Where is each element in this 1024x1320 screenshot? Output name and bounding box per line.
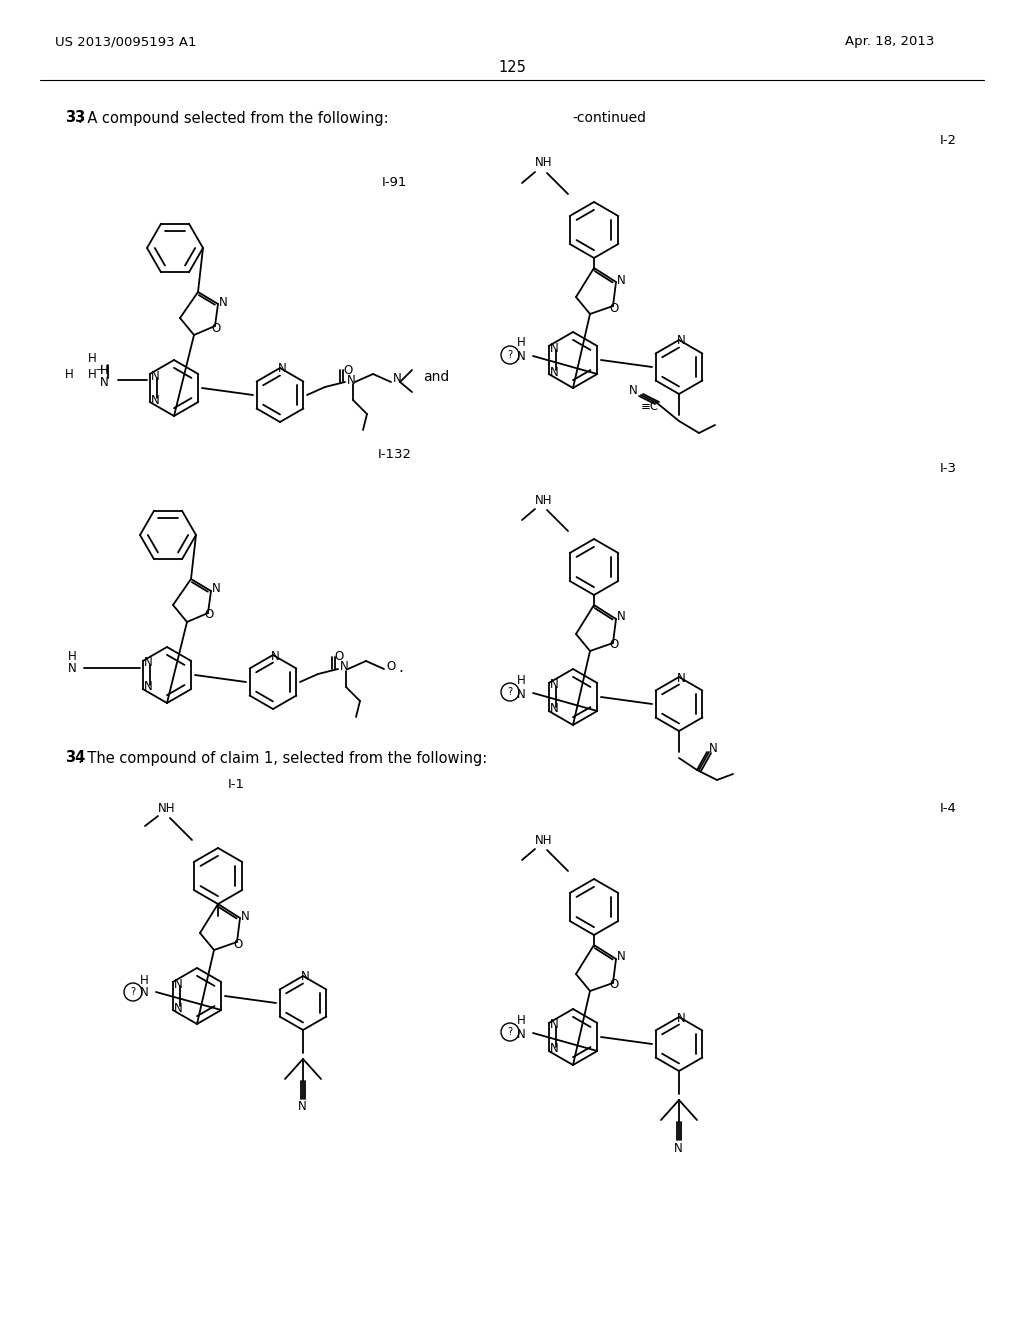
Text: N: N — [174, 1002, 182, 1015]
Text: N: N — [271, 649, 280, 663]
Text: I-2: I-2 — [940, 133, 957, 147]
Text: N: N — [140, 986, 148, 999]
Text: O: O — [609, 301, 618, 314]
Text: N: N — [174, 978, 182, 990]
Text: N: N — [151, 370, 160, 383]
Text: N: N — [278, 363, 287, 375]
Text: N: N — [219, 296, 227, 309]
Text: H: H — [517, 337, 525, 350]
Text: H: H — [88, 368, 96, 381]
Text: N: N — [550, 342, 558, 355]
Text: NH: NH — [535, 833, 553, 846]
Text: N: N — [298, 1101, 307, 1114]
Text: . A compound selected from the following:: . A compound selected from the following… — [78, 111, 389, 125]
Text: N: N — [677, 672, 686, 685]
Text: I-1: I-1 — [228, 779, 245, 792]
Text: NH: NH — [158, 801, 175, 814]
Text: 125: 125 — [498, 61, 526, 75]
Text: ?: ? — [130, 987, 135, 997]
Text: O: O — [204, 609, 213, 622]
Text: N: N — [347, 374, 355, 387]
Text: O: O — [334, 651, 343, 664]
Text: N: N — [550, 678, 558, 692]
Text: N: N — [151, 393, 160, 407]
Text: Apr. 18, 2013: Apr. 18, 2013 — [845, 36, 934, 49]
Text: H: H — [517, 673, 525, 686]
Text: .: . — [398, 660, 402, 675]
Text: NH: NH — [535, 157, 553, 169]
Text: -continued: -continued — [572, 111, 646, 125]
Text: . The compound of claim 1, selected from the following:: . The compound of claim 1, selected from… — [78, 751, 487, 766]
Text: —: — — [95, 364, 106, 374]
Text: N: N — [550, 366, 558, 379]
Text: H: H — [100, 363, 109, 376]
Text: O: O — [386, 660, 395, 672]
Text: H: H — [517, 1014, 525, 1027]
Text: H: H — [140, 974, 148, 986]
Text: N: N — [143, 656, 153, 669]
Text: ?: ? — [507, 1027, 512, 1038]
Text: N: N — [68, 663, 77, 676]
Text: N: N — [709, 742, 718, 755]
Text: 33: 33 — [65, 111, 85, 125]
Text: N: N — [517, 688, 525, 701]
Text: N: N — [517, 351, 525, 363]
Text: ?: ? — [507, 350, 512, 360]
Text: N: N — [677, 1011, 686, 1024]
Text: US 2013/0095193 A1: US 2013/0095193 A1 — [55, 36, 197, 49]
Text: N: N — [340, 660, 349, 673]
Text: 34: 34 — [65, 751, 85, 766]
Text: H: H — [68, 651, 77, 664]
Text: N: N — [100, 375, 109, 388]
Text: N: N — [617, 610, 626, 623]
Text: O: O — [211, 322, 220, 334]
Text: N: N — [241, 909, 250, 923]
Text: N: N — [143, 681, 153, 693]
Text: O: O — [609, 639, 618, 652]
Text: H: H — [88, 351, 96, 364]
Text: N: N — [393, 372, 401, 385]
Text: ?: ? — [507, 686, 512, 697]
Text: ≡C: ≡C — [641, 400, 659, 412]
Text: H: H — [100, 363, 109, 376]
Text: O: O — [233, 937, 243, 950]
Text: N: N — [677, 334, 686, 347]
Text: H: H — [65, 367, 74, 380]
Text: N: N — [617, 950, 626, 964]
Text: N: N — [629, 384, 638, 397]
Text: N: N — [617, 273, 626, 286]
Text: N: N — [674, 1142, 683, 1155]
Text: N: N — [301, 970, 309, 983]
Text: N: N — [212, 582, 221, 595]
Text: N: N — [550, 702, 558, 715]
Text: O: O — [343, 363, 352, 376]
Text: N: N — [517, 1027, 525, 1040]
Text: and: and — [423, 370, 450, 384]
Text: N: N — [550, 1019, 558, 1031]
Text: I-91: I-91 — [382, 177, 408, 190]
Text: I-132: I-132 — [378, 449, 412, 462]
Text: I-3: I-3 — [940, 462, 957, 474]
Text: N: N — [550, 1043, 558, 1056]
Text: NH: NH — [535, 494, 553, 507]
Text: I-4: I-4 — [940, 801, 956, 814]
Text: O: O — [609, 978, 618, 991]
